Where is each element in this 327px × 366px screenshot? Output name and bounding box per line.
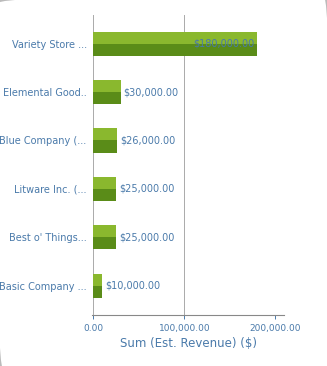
Text: $180,000.00: $180,000.00	[193, 39, 254, 49]
Text: $10,000.00: $10,000.00	[105, 281, 160, 291]
Bar	[94, 80, 121, 92]
Bar	[94, 92, 121, 104]
Bar	[94, 141, 117, 153]
Bar	[94, 44, 257, 56]
Text: $26,000.00: $26,000.00	[120, 135, 175, 146]
Bar	[94, 31, 257, 44]
Bar	[94, 189, 116, 201]
Text: $30,000.00: $30,000.00	[123, 87, 179, 97]
Bar	[94, 286, 102, 298]
X-axis label: Sum (Est. Revenue) ($): Sum (Est. Revenue) ($)	[120, 337, 256, 350]
Bar	[94, 128, 117, 141]
Bar	[94, 225, 116, 237]
Text: $25,000.00: $25,000.00	[119, 184, 174, 194]
Bar	[94, 274, 102, 286]
Bar	[94, 237, 116, 249]
Bar	[94, 177, 116, 189]
Text: $25,000.00: $25,000.00	[119, 232, 174, 242]
